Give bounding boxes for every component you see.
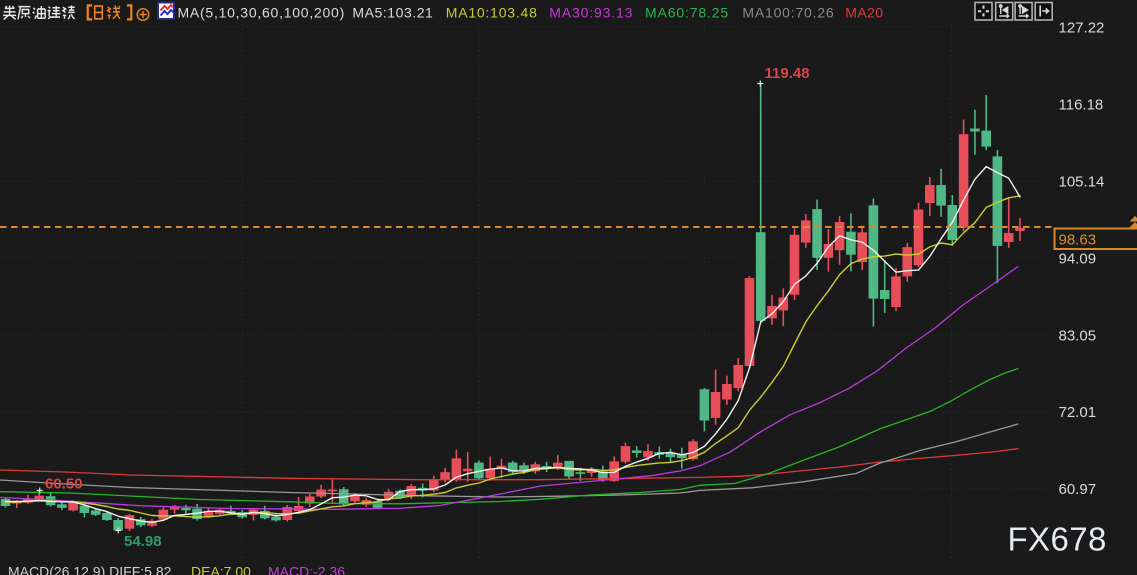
svg-text:54.98: 54.98 [124, 533, 162, 550]
svg-text:116.18: 116.18 [1059, 97, 1104, 114]
svg-text:DEA:7.00: DEA:7.00 [191, 564, 251, 575]
svg-text:60.97: 60.97 [1059, 481, 1097, 498]
svg-text:MA5:103.21: MA5:103.21 [352, 5, 433, 21]
svg-text:72.01: 72.01 [1059, 404, 1097, 421]
svg-text:MACD:-2.36: MACD:-2.36 [268, 564, 345, 575]
svg-text:MA(5,10,30,60,100,200): MA(5,10,30,60,100,200) [178, 5, 346, 21]
svg-text:127.22: 127.22 [1059, 20, 1105, 37]
svg-text:MA100:70.26: MA100:70.26 [742, 5, 834, 21]
svg-text:105.14: 105.14 [1059, 174, 1105, 191]
svg-text:MA20: MA20 [845, 5, 883, 21]
svg-text:83.05: 83.05 [1059, 327, 1097, 344]
svg-text:94.09: 94.09 [1059, 251, 1097, 268]
svg-text:MA30:93.13: MA30:93.13 [549, 5, 633, 21]
svg-text:MACD(26,12,9) DIFF:5.82: MACD(26,12,9) DIFF:5.82 [8, 564, 172, 575]
svg-text:FX678: FX678 [1008, 521, 1107, 558]
svg-text:60.50: 60.50 [45, 476, 83, 493]
svg-text:98.63: 98.63 [1059, 232, 1097, 249]
svg-text:MA10:103.48: MA10:103.48 [446, 5, 538, 21]
svg-text:MA60:78.25: MA60:78.25 [645, 5, 729, 21]
svg-text:119.48: 119.48 [765, 65, 810, 82]
